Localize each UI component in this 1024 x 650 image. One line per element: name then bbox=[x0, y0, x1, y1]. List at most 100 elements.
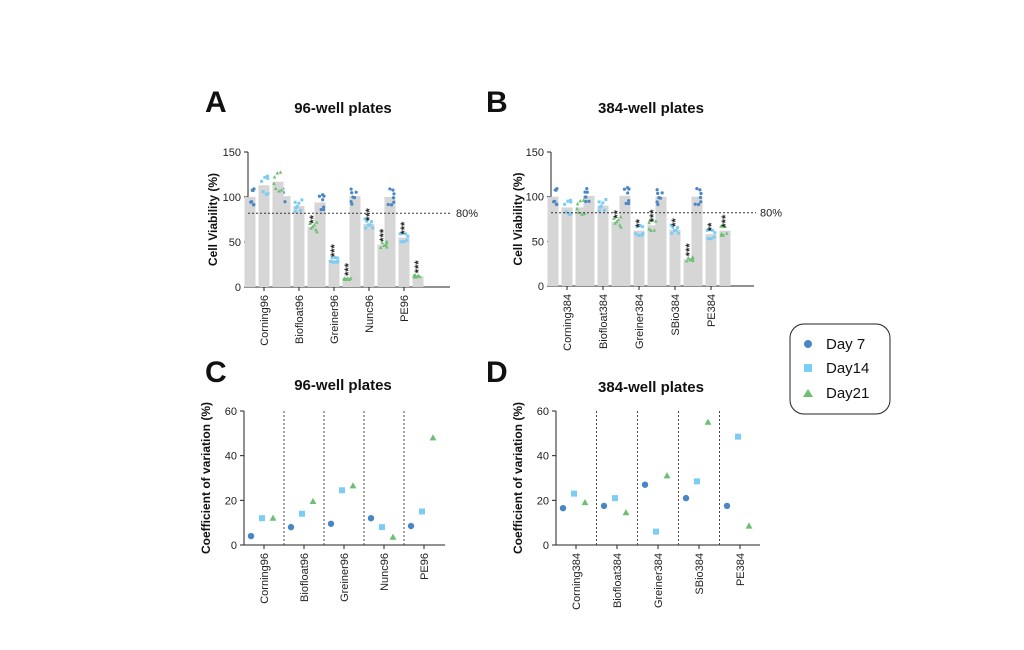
data-point bbox=[604, 198, 608, 202]
bar bbox=[575, 207, 587, 286]
data-point bbox=[293, 209, 297, 213]
panel-b: B 384-well plates 0 50 100 150 Cell Viability … bbox=[486, 86, 782, 351]
data-point bbox=[670, 231, 674, 235]
data-point bbox=[384, 241, 389, 245]
data-point bbox=[260, 179, 264, 183]
data-point bbox=[568, 198, 572, 202]
data-point bbox=[264, 192, 268, 196]
x-tick-label: Nunc96 bbox=[364, 295, 376, 333]
data-point bbox=[653, 528, 659, 535]
significance-mark: *** bbox=[684, 243, 696, 257]
data-point bbox=[563, 202, 567, 206]
panel-c: C 96-well plates 0 20 40 60 Coefficient of var… bbox=[199, 356, 445, 604]
y-tick-label: 150 bbox=[223, 147, 241, 159]
data-point bbox=[391, 196, 396, 200]
data-point bbox=[299, 510, 305, 517]
data-point bbox=[269, 514, 277, 521]
data-point bbox=[707, 228, 711, 232]
data-point bbox=[366, 223, 370, 227]
data-point bbox=[648, 218, 652, 222]
data-point bbox=[278, 170, 283, 174]
x-tick-label: Greiner384 bbox=[653, 553, 665, 608]
data-point bbox=[315, 229, 319, 234]
data-point bbox=[333, 256, 337, 260]
data-point bbox=[388, 187, 392, 191]
data-point bbox=[640, 233, 644, 237]
bar bbox=[377, 244, 389, 287]
data-point bbox=[704, 418, 712, 425]
significance-mark: ** bbox=[706, 222, 718, 231]
data-point bbox=[429, 434, 437, 441]
data-point bbox=[392, 200, 396, 204]
data-point bbox=[649, 228, 653, 233]
data-point bbox=[335, 260, 339, 264]
data-point bbox=[354, 190, 358, 194]
data-point bbox=[312, 223, 317, 227]
data-point bbox=[635, 224, 639, 228]
x-tick-label: Biofloat384 bbox=[612, 553, 624, 608]
data-point bbox=[389, 533, 397, 540]
data-point bbox=[569, 212, 573, 216]
data-point bbox=[686, 255, 691, 260]
data-point bbox=[601, 201, 605, 205]
data-point bbox=[602, 208, 606, 212]
data-point bbox=[694, 478, 700, 485]
data-point bbox=[618, 215, 623, 219]
data-point bbox=[329, 260, 333, 264]
data-point bbox=[663, 472, 671, 479]
bar bbox=[342, 278, 354, 287]
panel-a: A 96-well plates 0 50 100 150 Cell Viability (… bbox=[205, 86, 478, 346]
data-point bbox=[332, 260, 336, 264]
significance-mark: ** bbox=[670, 217, 682, 226]
data-point bbox=[251, 203, 256, 207]
data-point bbox=[677, 231, 681, 235]
data-point bbox=[652, 228, 657, 232]
data-point bbox=[693, 202, 697, 206]
data-point bbox=[564, 210, 568, 214]
panel-letter-d: D bbox=[486, 356, 508, 389]
data-point bbox=[600, 502, 608, 510]
significance-mark: *** bbox=[378, 228, 390, 242]
legend-day7-marker bbox=[804, 340, 812, 348]
x-tick-label: PE96 bbox=[399, 295, 411, 322]
legend-day14-marker bbox=[804, 364, 812, 372]
significance-mark: ** bbox=[634, 218, 646, 227]
data-point bbox=[412, 274, 417, 279]
data-point bbox=[365, 219, 369, 223]
data-point bbox=[585, 186, 589, 191]
data-point bbox=[406, 234, 410, 238]
significance-mark: *** bbox=[648, 209, 660, 223]
x-tick-label: Greiner96 bbox=[339, 553, 351, 602]
data-point bbox=[349, 199, 353, 204]
significance-mark: *** bbox=[364, 207, 376, 221]
significance-mark: *** bbox=[413, 260, 425, 274]
x-tick-label: Biofloat96 bbox=[294, 295, 306, 344]
data-point bbox=[587, 199, 591, 203]
y-tick-label: 150 bbox=[526, 147, 544, 159]
bar bbox=[272, 181, 284, 287]
data-point bbox=[584, 199, 588, 204]
panel-title: 384-well plates bbox=[598, 379, 704, 396]
data-point bbox=[575, 201, 580, 206]
y-tick-label: 50 bbox=[532, 236, 544, 248]
data-point bbox=[298, 209, 302, 213]
bar bbox=[691, 196, 703, 286]
data-point bbox=[407, 522, 415, 530]
data-point bbox=[634, 232, 638, 236]
data-point bbox=[275, 171, 280, 175]
data-point bbox=[626, 191, 630, 195]
data-point bbox=[352, 196, 357, 200]
data-point bbox=[626, 186, 630, 190]
y-axis-label: Cell Viability (%) bbox=[206, 173, 220, 266]
data-point bbox=[367, 515, 375, 522]
data-point bbox=[581, 198, 586, 202]
data-point bbox=[386, 202, 390, 207]
y-tick-label: 0 bbox=[235, 282, 241, 294]
data-point bbox=[321, 193, 325, 197]
data-point bbox=[669, 223, 673, 227]
data-point bbox=[330, 256, 334, 260]
data-point bbox=[380, 240, 385, 245]
y-tick-label: 20 bbox=[537, 495, 549, 507]
data-point bbox=[379, 524, 385, 531]
